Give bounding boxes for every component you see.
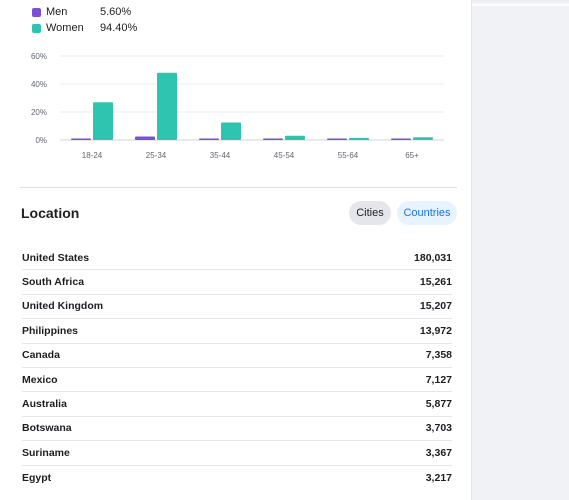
- table-row: Canada 7,358: [22, 344, 452, 368]
- table-row: Egypt 3,217: [22, 466, 452, 490]
- table-row: Australia 5,877: [22, 392, 452, 417]
- legend-label: Men: [46, 6, 68, 18]
- bar-women: [285, 135, 305, 140]
- bar-men: [71, 138, 91, 140]
- x-tick-label: 25-34: [146, 151, 167, 160]
- y-tick-label: 40%: [31, 80, 47, 89]
- table-row: United Kingdom 15,207: [22, 295, 452, 320]
- table-row: Botswana 3,703: [22, 417, 452, 442]
- gender-legend: Men 5.60% Women 94.40%: [32, 4, 137, 36]
- bar-women: [221, 122, 241, 140]
- legend-value: 94.40%: [100, 22, 138, 34]
- country-count: 7,127: [425, 373, 452, 386]
- bar-men: [327, 138, 347, 140]
- country-name: Egypt: [22, 471, 52, 484]
- country-count: 180,031: [414, 251, 452, 264]
- country-name: United Kingdom: [22, 300, 104, 313]
- tab-countries[interactable]: Countries: [397, 201, 457, 225]
- country-count: 3,367: [425, 446, 452, 459]
- country-name: Canada: [22, 349, 60, 362]
- bar-men: [135, 136, 155, 140]
- legend-label: Women: [46, 22, 84, 34]
- x-tick-label: 35-44: [210, 151, 231, 160]
- country-name: Suriname: [22, 446, 70, 459]
- x-tick-label: 55-64: [338, 151, 359, 160]
- country-name: Mexico: [22, 373, 58, 386]
- country-count: 3,703: [425, 422, 452, 435]
- women-swatch: [32, 23, 41, 33]
- bar-women: [93, 102, 113, 140]
- country-count: 5,877: [425, 398, 452, 411]
- country-name: Botswana: [22, 422, 72, 435]
- country-count: 15,207: [419, 300, 452, 313]
- table-row: United States 180,031: [22, 246, 452, 271]
- audience-card: Men 5.60% Women 94.40% 0% 20% 40% 60% 18-24 2…: [0, 0, 472, 500]
- bar-women: [413, 137, 433, 140]
- x-tick-label: 65+: [405, 151, 419, 160]
- country-name: Australia: [22, 398, 67, 411]
- y-tick-label: 60%: [31, 52, 47, 61]
- country-name: South Africa: [22, 276, 85, 289]
- x-tick-label: 18-24: [82, 151, 103, 160]
- location-table: United States 180,031 South Africa 15,261 …: [22, 246, 452, 490]
- bar-women: [349, 137, 369, 140]
- table-row: Suriname 3,367: [22, 441, 452, 466]
- legend-item-women: Women 94.40%: [32, 20, 137, 36]
- section-divider: [20, 187, 457, 188]
- location-title: Location: [21, 205, 80, 221]
- bar-men: [263, 138, 283, 140]
- age-gender-bar-chart: 0% 20% 40% 60% 18-24 25-34 35-44 45-54 55-64 65+: [31, 52, 444, 160]
- country-name: Philippines: [22, 324, 79, 337]
- legend-item-men: Men 5.60%: [32, 4, 137, 20]
- country-count: 13,972: [419, 324, 452, 337]
- bar-women: [157, 72, 177, 140]
- x-tick-label: 45-54: [274, 151, 295, 160]
- legend-value: 5.60%: [100, 6, 132, 18]
- country-name: United States: [22, 251, 90, 264]
- y-tick-label: 0%: [35, 136, 47, 145]
- table-row: South Africa 15,261: [22, 270, 452, 295]
- bar-men: [391, 138, 411, 140]
- bar-men: [199, 138, 219, 140]
- table-row: Mexico 7,127: [22, 368, 452, 393]
- tab-cities[interactable]: Cities: [349, 201, 391, 225]
- y-tick-label: 20%: [31, 108, 47, 117]
- men-swatch: [32, 7, 41, 17]
- country-count: 3,217: [425, 471, 452, 484]
- country-count: 7,358: [425, 349, 452, 362]
- country-count: 15,261: [419, 276, 452, 289]
- table-row: Philippines 13,972: [22, 319, 452, 344]
